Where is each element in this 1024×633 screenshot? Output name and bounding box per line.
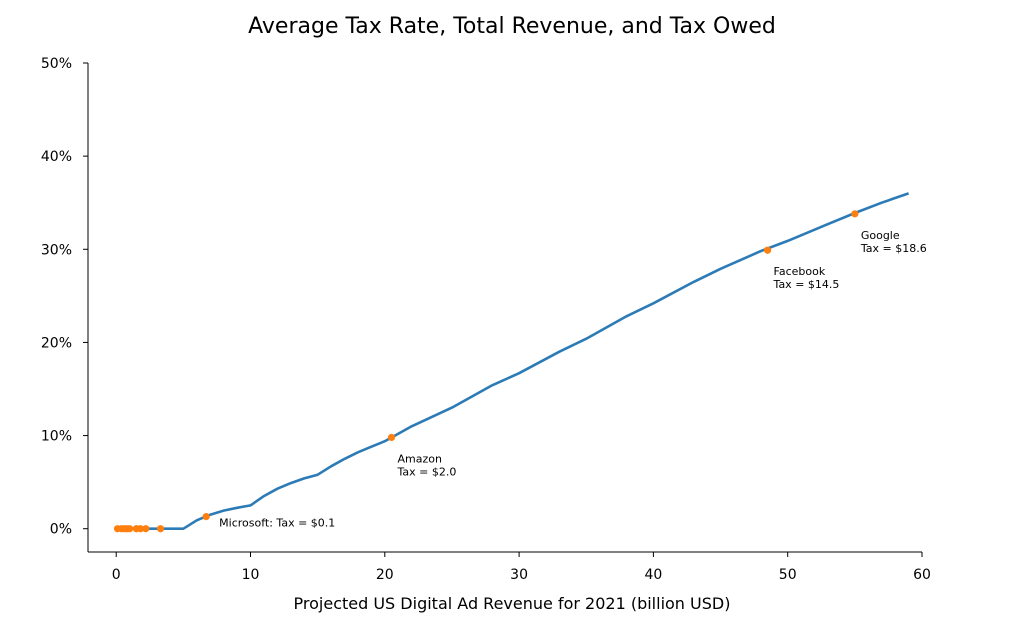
annotation: Microsoft: Tax = $0.1 [219, 517, 335, 530]
y-tick-label: 40% [41, 149, 72, 165]
data-point [851, 210, 859, 218]
series-group [116, 192, 910, 530]
data-point [202, 513, 210, 521]
data-point [142, 525, 150, 533]
data-point [126, 525, 134, 533]
x-tick-label: 30 [510, 567, 528, 583]
chart-title: Average Tax Rate, Total Revenue, and Tax… [248, 14, 776, 39]
x-tick-label: 20 [376, 567, 394, 583]
y-tick-label: 30% [41, 242, 72, 258]
data-point [156, 525, 165, 533]
series-line [116, 192, 910, 530]
x-tick-label: 40 [644, 567, 662, 583]
axes: 0 10 20 30 40 50 60 0% 10% 20% 30% 40% 50% [41, 56, 931, 583]
x-tick-label: 0 [112, 567, 121, 583]
x-tick-label: 10 [242, 567, 260, 583]
data-point [387, 433, 396, 442]
x-tick-label: 50 [779, 567, 797, 583]
data-point [136, 525, 144, 533]
annotation: Facebook Tax = $14.5 [773, 265, 840, 291]
y-tick-label: 10% [41, 429, 72, 445]
annotation: Google Tax = $18.6 [860, 229, 927, 255]
data-point [763, 246, 772, 254]
x-tick-label: 60 [913, 567, 931, 583]
annotations-group: Microsoft: Tax = $0.1 Amazon Tax = $2.0 Fac… [219, 229, 927, 530]
points-group [113, 210, 859, 533]
y-tick-label: 50% [41, 56, 72, 72]
annotation: Amazon Tax = $2.0 [397, 452, 457, 478]
y-tick-label: 20% [41, 335, 72, 351]
x-axis-label: Projected US Digital Ad Revenue for 2021… [294, 594, 731, 613]
y-tick-label: 0% [50, 522, 72, 538]
